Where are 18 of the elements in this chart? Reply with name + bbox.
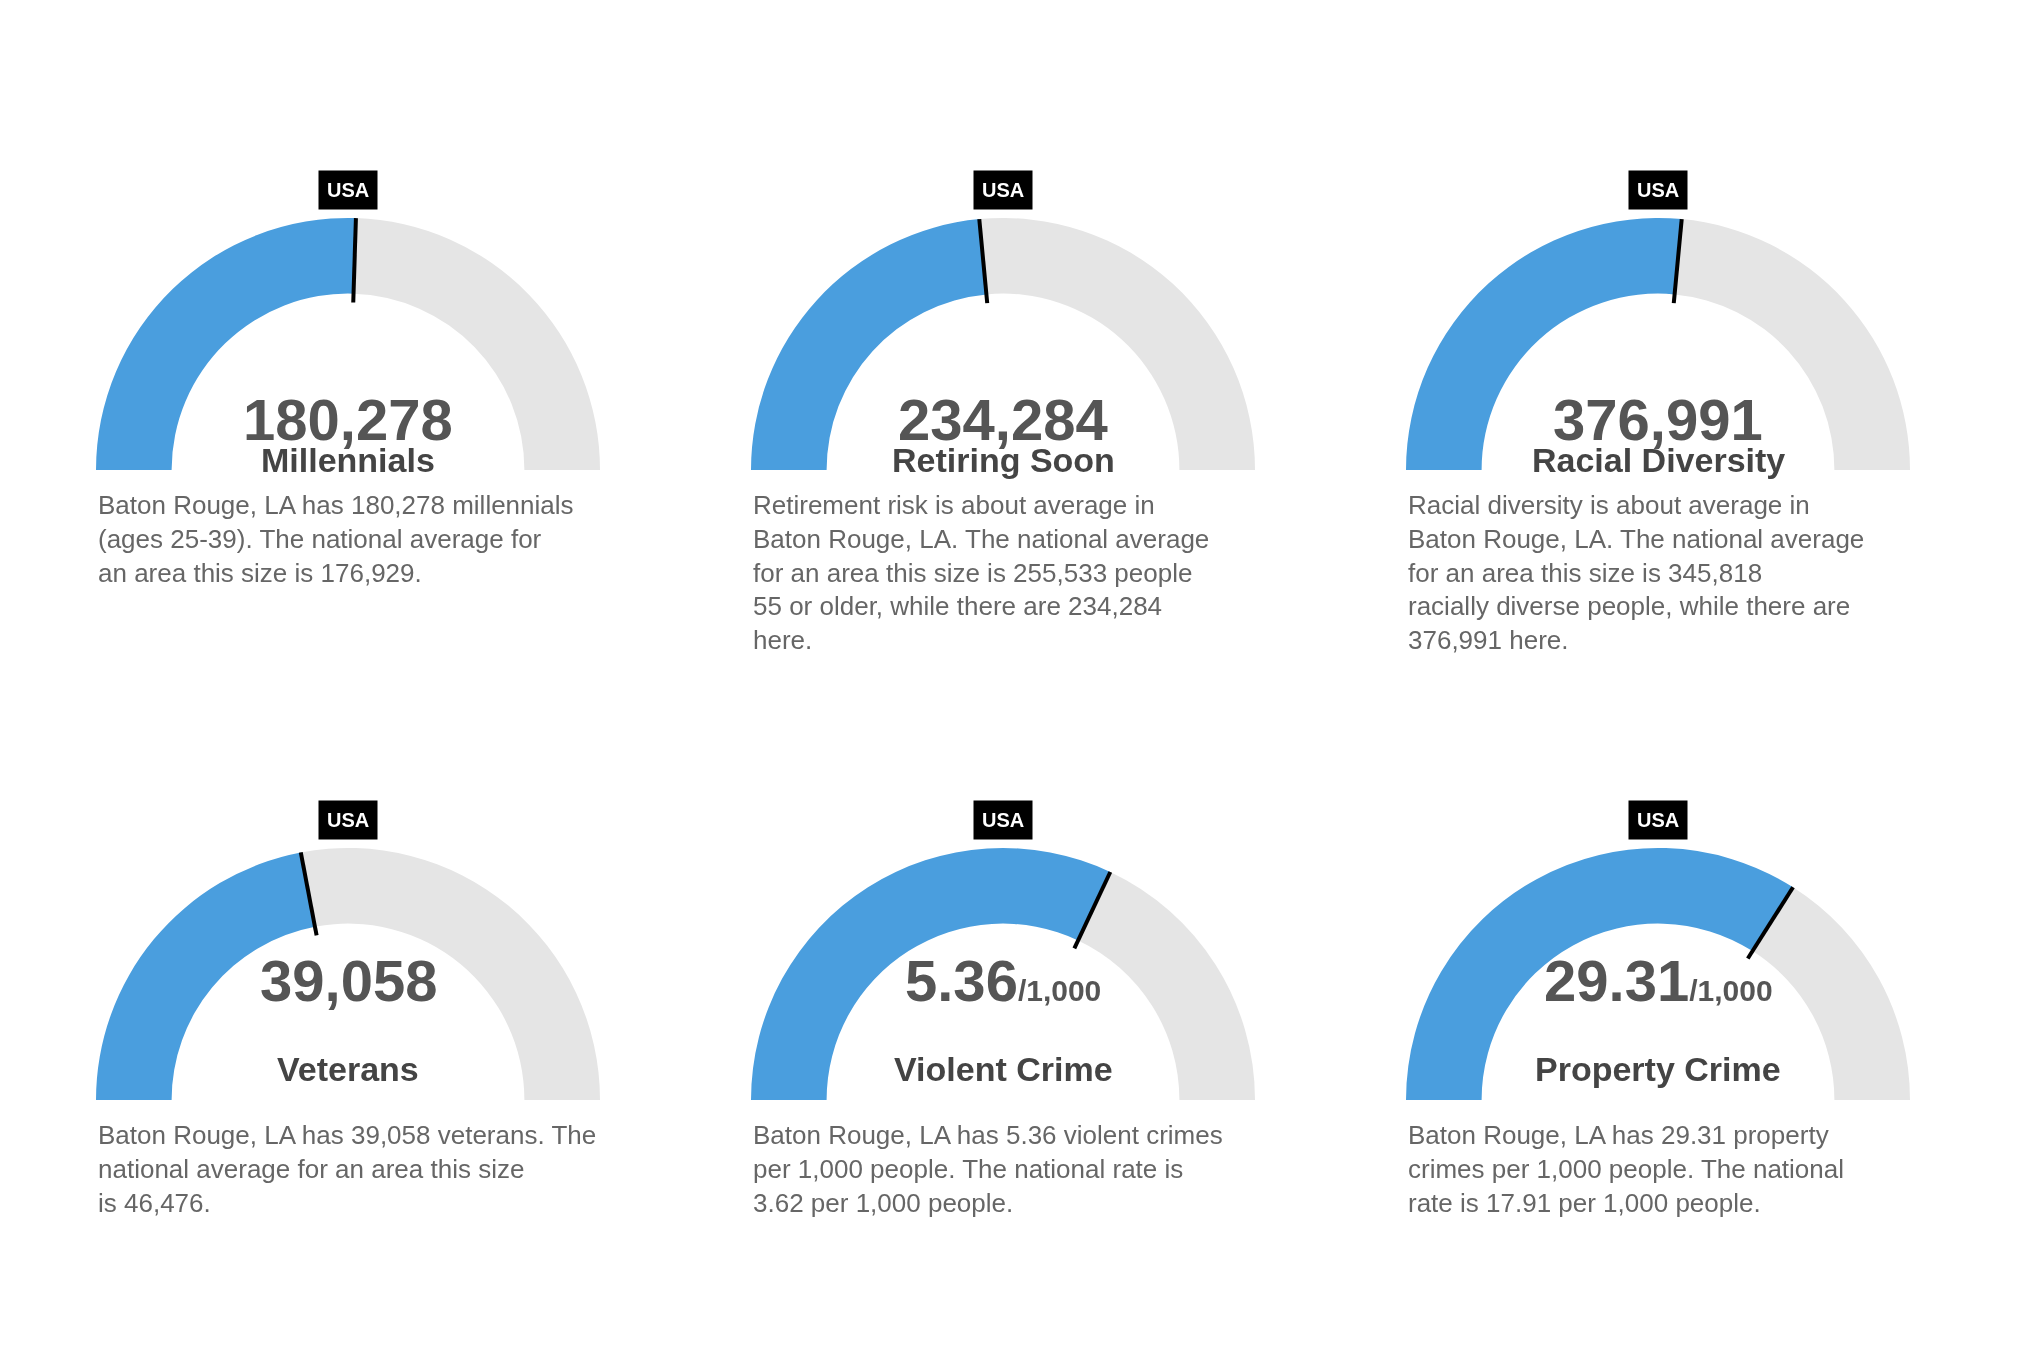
text: Violent Crime	[894, 1050, 1113, 1088]
text: Racial diversity is about average in Baton Rouge, LA. The national average for an area this size is 345,818 racially diverse people, while there are 376,991 here.	[1408, 490, 1865, 656]
text: 29.31/1,000	[1544, 948, 1773, 1013]
text: USA	[982, 809, 1025, 831]
text: 5.36/1,000	[905, 948, 1102, 1013]
text: Baton Rouge, LA has 180,278 millennials (ages 25-39). The national average for an area this size is 176,929.	[98, 490, 574, 588]
text: Baton Rouge, LA has 5.36 violent crimes per 1,000 people. The national rate is 3.62 per 1,000 people.	[753, 1120, 1223, 1218]
text: Retirement risk is about average in Baton Rouge, LA. The national average for an area this size is 255,533 people 55 or older, while there are 234,284 here.	[753, 490, 1210, 656]
text: Baton Rouge, LA has 29.31 property crimes per 1,000 people. The national rate is 17.91 per 1,000 people.	[1408, 1120, 1845, 1218]
text: USA	[1637, 809, 1680, 831]
text: Veterans	[277, 1050, 419, 1088]
text: Baton Rouge, LA has 39,058 veterans. The national average for an area this size is 46,476.	[98, 1120, 597, 1218]
text: USA	[327, 809, 370, 831]
text: Property Crime	[1535, 1050, 1781, 1088]
text: 39,058	[260, 948, 438, 1013]
text: USA	[982, 179, 1025, 201]
text: USA	[1637, 179, 1680, 201]
text: USA	[327, 179, 370, 201]
